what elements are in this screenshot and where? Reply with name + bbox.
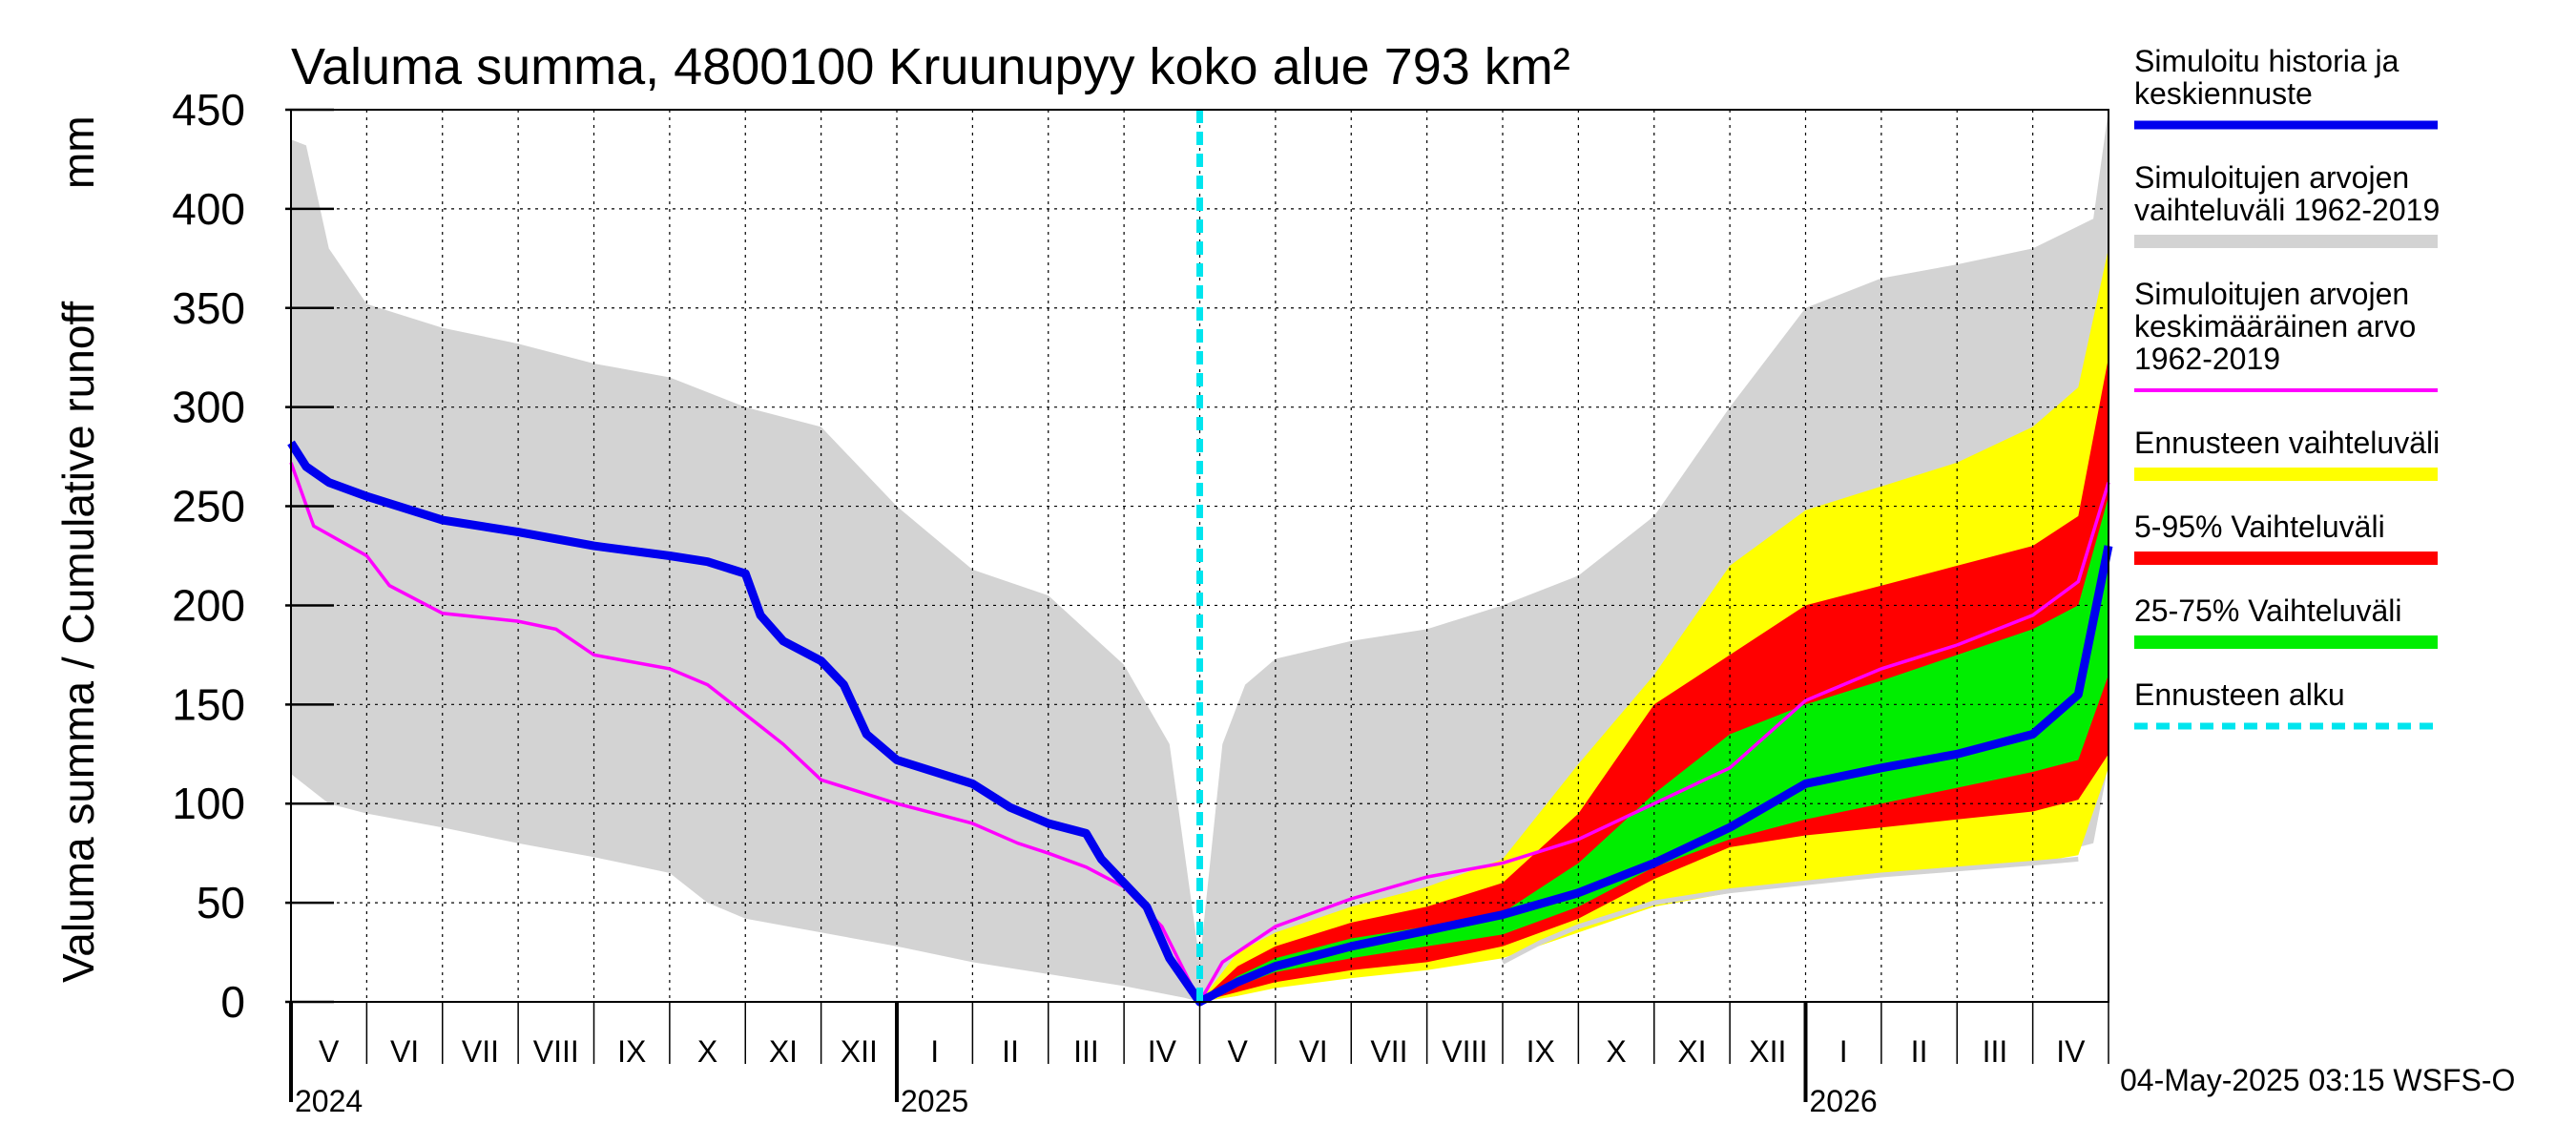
timestamp: 04-May-2025 03:15 WSFS-O: [2120, 1063, 2515, 1097]
legend-text: keskimääräinen arvo: [2134, 309, 2416, 344]
sim-gray-line: [1501, 856, 2079, 965]
x-month-label: XII: [841, 1034, 878, 1069]
legend-text: vaihteluväli 1962-2019: [2134, 193, 2440, 227]
x-month-label: V: [1228, 1034, 1249, 1069]
legend-item: Ennusteen vaihteluväli: [2134, 426, 2440, 481]
series-lines: [287, 110, 2113, 1007]
x-month-label: II: [1911, 1034, 1928, 1069]
legend-item: 25-75% Vaihteluväli: [2134, 593, 2438, 649]
x-month-label: II: [1002, 1034, 1019, 1069]
x-month-label: I: [930, 1034, 939, 1069]
legend-text: keskiennuste: [2134, 76, 2313, 111]
x-month-label: VIII: [533, 1034, 579, 1069]
y-tick-label: 100: [172, 779, 245, 828]
y-tick-label: 50: [197, 878, 245, 927]
x-month-label: III: [1073, 1034, 1099, 1069]
x-month-label: VI: [1298, 1034, 1327, 1069]
plot-area: [287, 109, 2113, 1007]
x-month-label: XI: [1677, 1034, 1706, 1069]
x-month-label: VII: [1370, 1034, 1407, 1069]
x-month-label: XI: [769, 1034, 798, 1069]
legend-text: Simuloitu historia ja: [2134, 44, 2399, 78]
mean-line: [289, 462, 2110, 1006]
legend: Simuloitu historia jakeskiennusteSimuloi…: [2134, 44, 2440, 730]
legend-text: Simuloitujen arvojen: [2134, 160, 2409, 195]
x-month-label: IX: [617, 1034, 646, 1069]
x-month-label: XII: [1749, 1034, 1786, 1069]
legend-text: Ennusteen vaihteluväli: [2134, 426, 2440, 460]
y-tick-label: 450: [172, 85, 245, 135]
y-tick-label: 0: [220, 977, 245, 1027]
x-axis: V VI VII VIII IX X XI XII I II III IV V VI VII VIII IX X X…: [289, 1002, 2109, 1118]
y-axis: 0 50 100 150 200 250 300 350 400 450: [172, 85, 334, 1027]
y-tick-label: 350: [172, 283, 245, 333]
y-tick-label: 200: [172, 580, 245, 630]
y-axis-unit: mm: [53, 115, 103, 189]
x-year-label: 2026: [1810, 1084, 1878, 1118]
x-month-label: VII: [462, 1034, 499, 1069]
x-year-label: 2024: [295, 1084, 363, 1118]
x-month-label: IV: [1148, 1034, 1177, 1069]
legend-text: Simuloitujen arvojen: [2134, 277, 2409, 311]
median-line: [287, 440, 2113, 1007]
x-year-label: 2025: [901, 1084, 968, 1118]
chart-title: Valuma summa, 4800100 Kruunupyy koko alu…: [291, 38, 1570, 95]
y-tick-label: 400: [172, 184, 245, 234]
x-month-label: IX: [1527, 1034, 1555, 1069]
legend-item: 5-95% Vaihteluväli: [2134, 510, 2438, 565]
legend-text: 1962-2019: [2134, 342, 2280, 376]
x-month-label: VIII: [1442, 1034, 1487, 1069]
x-month-label: I: [1839, 1034, 1848, 1069]
y-tick-label: 250: [172, 482, 245, 531]
x-month-label: X: [1606, 1034, 1626, 1069]
y-tick-label: 300: [172, 383, 245, 432]
legend-text: Ennusteen alku: [2134, 677, 2345, 712]
legend-text: 25-75% Vaihteluväli: [2134, 593, 2401, 628]
x-month-label: V: [319, 1034, 340, 1069]
legend-text: 5-95% Vaihteluväli: [2134, 510, 2385, 544]
x-month-label: VI: [390, 1034, 419, 1069]
legend-item: Ennusteen alku: [2134, 677, 2438, 730]
x-month-label: X: [697, 1034, 717, 1069]
p25-75-band: [1199, 496, 2109, 1002]
y-tick-label: 150: [172, 679, 245, 729]
y-axis-label: Valuma summa / Cumulative runoff: [53, 302, 103, 983]
x-month-label: III: [1983, 1034, 2008, 1069]
x-month-label: IV: [2056, 1034, 2086, 1069]
